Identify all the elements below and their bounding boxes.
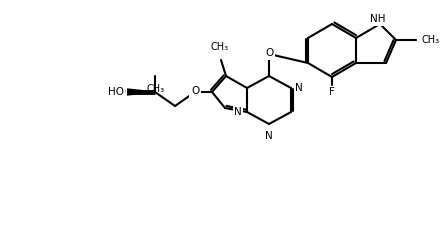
Text: N: N [265, 131, 273, 141]
Text: CH₃: CH₃ [147, 84, 165, 94]
Text: N: N [234, 107, 242, 117]
Polygon shape [127, 89, 155, 95]
Text: N: N [295, 83, 303, 93]
Text: HO: HO [110, 87, 126, 97]
Text: CH₃: CH₃ [211, 42, 229, 52]
Text: NH: NH [370, 14, 386, 24]
Text: F: F [329, 87, 335, 97]
Text: H: H [380, 14, 388, 24]
Text: O: O [265, 48, 273, 58]
Text: CH₃: CH₃ [422, 35, 440, 45]
Text: O: O [191, 86, 199, 96]
Text: N: N [371, 14, 379, 24]
Text: HO: HO [108, 87, 124, 97]
